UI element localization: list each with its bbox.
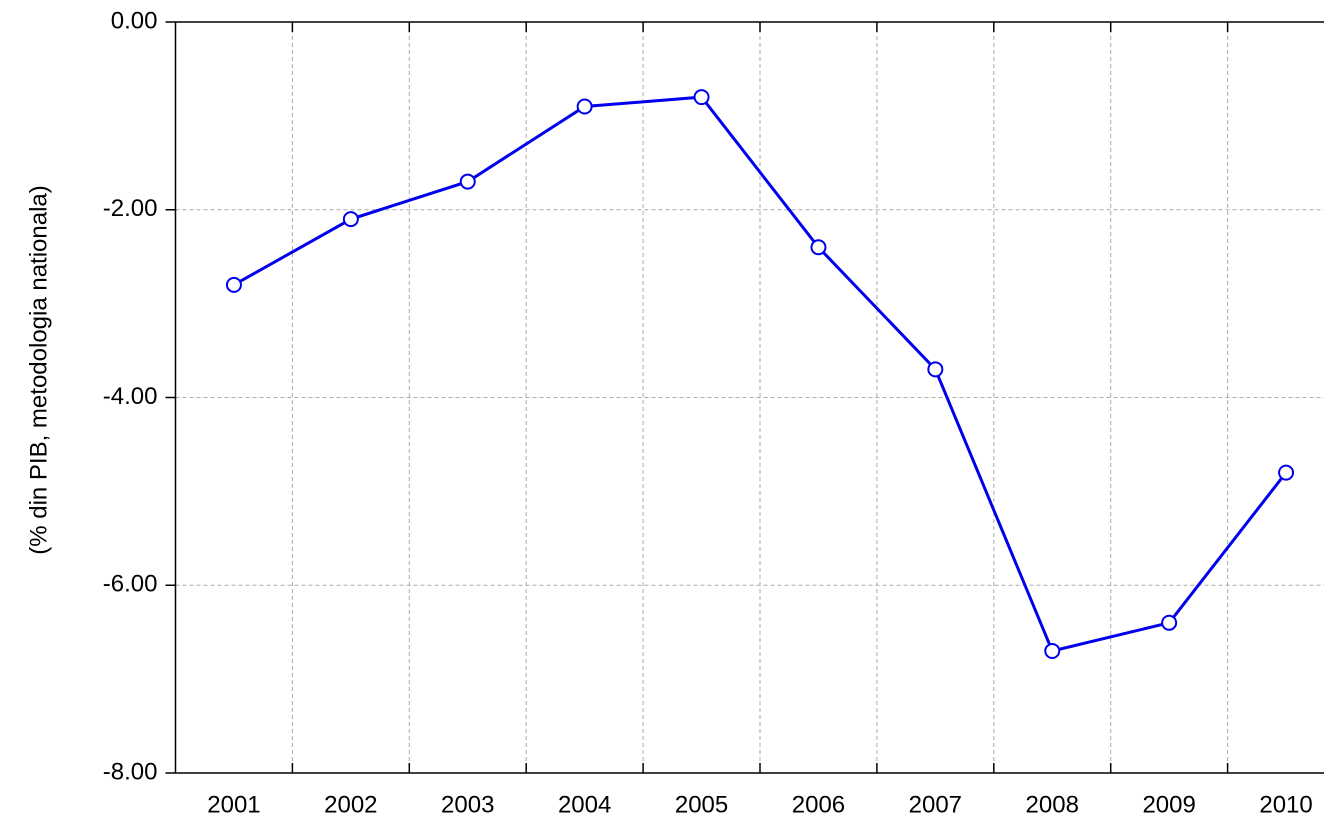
x-tick-label: 2003 (441, 791, 494, 818)
data-point (693, 89, 710, 106)
data-point (927, 361, 944, 378)
x-tick-label: 2010 (1259, 791, 1312, 818)
y-tick-label: -2.00 (103, 195, 158, 222)
x-tick-label: 2001 (207, 791, 260, 818)
x-tick-label: 2004 (558, 791, 611, 818)
data-point (1278, 464, 1295, 481)
y-axis-label: (% din PIB, metodologia nationala) (25, 185, 52, 555)
x-tick-label: 2008 (1026, 791, 1079, 818)
data-point (459, 173, 476, 190)
data-point (810, 239, 827, 256)
data-point (1161, 614, 1178, 631)
x-tick-label: 2007 (909, 791, 962, 818)
x-tick-label: 2009 (1142, 791, 1195, 818)
y-tick-label: 0.00 (111, 7, 158, 34)
data-point (576, 98, 593, 115)
y-tick-label: -8.00 (103, 758, 158, 785)
data-line (233, 95, 1288, 653)
data-point (342, 211, 359, 228)
data-point (225, 276, 242, 293)
data-point (1044, 642, 1061, 659)
x-tick-label: 2002 (324, 791, 377, 818)
y-tick-label: -4.00 (103, 383, 158, 410)
y-tick-label: -6.00 (103, 571, 158, 598)
x-tick-label: 2006 (792, 791, 845, 818)
x-tick-label: 2005 (675, 791, 728, 818)
